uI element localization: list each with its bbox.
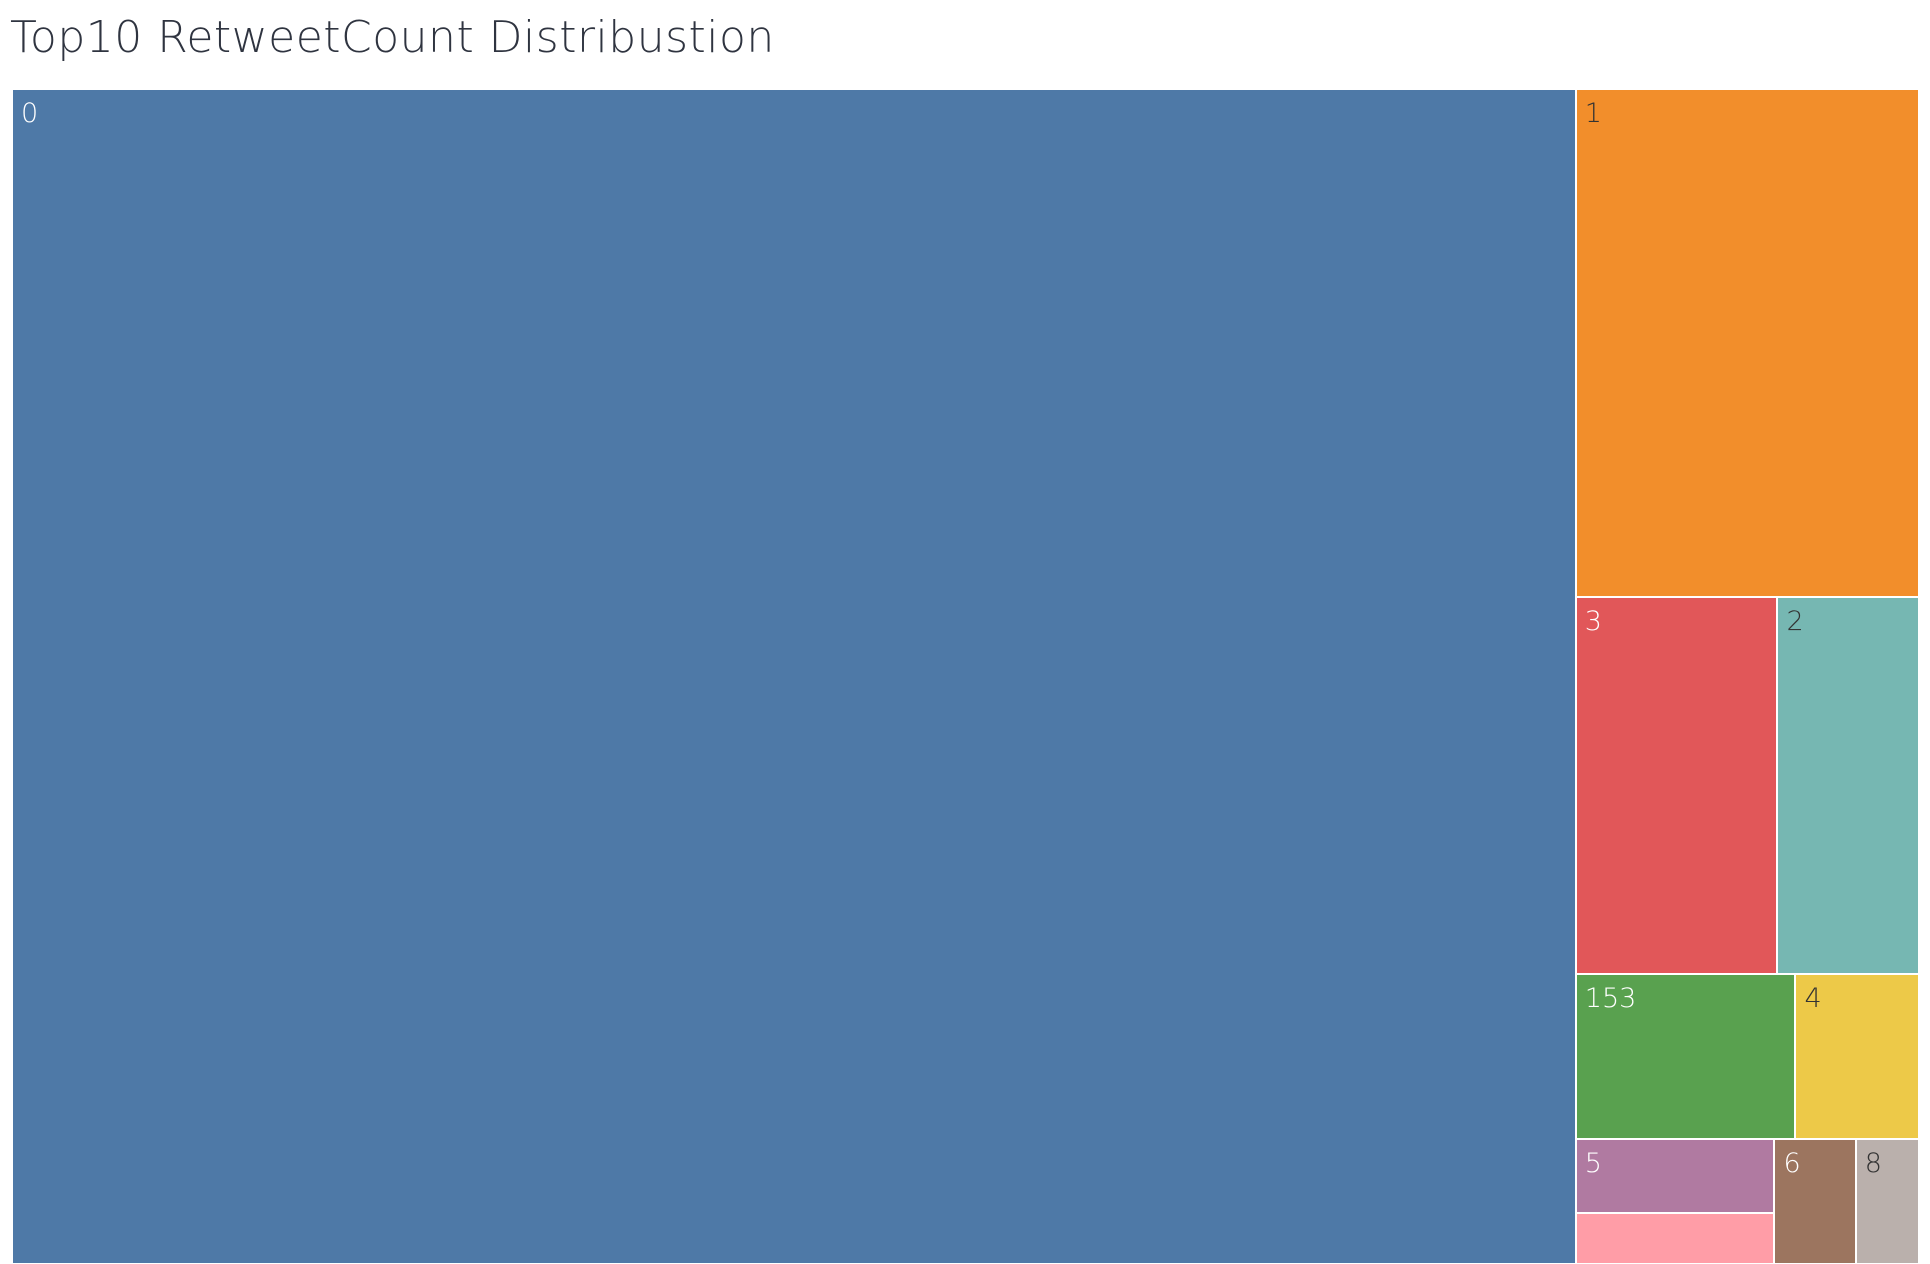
tile-label-1: 1 bbox=[1584, 98, 1602, 129]
tile-label-2: 2 bbox=[1786, 606, 1804, 638]
treemap-tile-6[interactable]: 6 bbox=[1774, 1138, 1856, 1264]
tile-label-0: 0 bbox=[21, 98, 39, 129]
treemap-tile-8[interactable]: 8 bbox=[1855, 1138, 1919, 1264]
treemap-tile-unlabeled-7[interactable] bbox=[1575, 1212, 1775, 1264]
treemap-tile-0[interactable]: 0 bbox=[12, 89, 1576, 1264]
treemap-area: 0 1 3 2 153 4 5 6 8 bbox=[12, 89, 1919, 1264]
treemap-tile-153[interactable]: 153 bbox=[1575, 973, 1796, 1139]
tile-label-5: 5 bbox=[1584, 1147, 1602, 1179]
treemap-tile-4[interactable]: 4 bbox=[1795, 973, 1919, 1139]
tile-label-8: 8 bbox=[1864, 1147, 1882, 1179]
tile-label-153: 153 bbox=[1584, 982, 1637, 1014]
tile-label-6: 6 bbox=[1783, 1147, 1801, 1179]
treemap-tile-1[interactable]: 1 bbox=[1575, 89, 1919, 598]
tile-label-4: 4 bbox=[1804, 982, 1822, 1014]
tile-label-3: 3 bbox=[1584, 606, 1602, 638]
chart-title: Top10 RetweetCount Distribustion bbox=[10, 12, 775, 63]
treemap-tile-3[interactable]: 3 bbox=[1575, 597, 1778, 974]
treemap-tile-5[interactable]: 5 bbox=[1575, 1138, 1775, 1213]
treemap-tile-2[interactable]: 2 bbox=[1777, 597, 1919, 974]
